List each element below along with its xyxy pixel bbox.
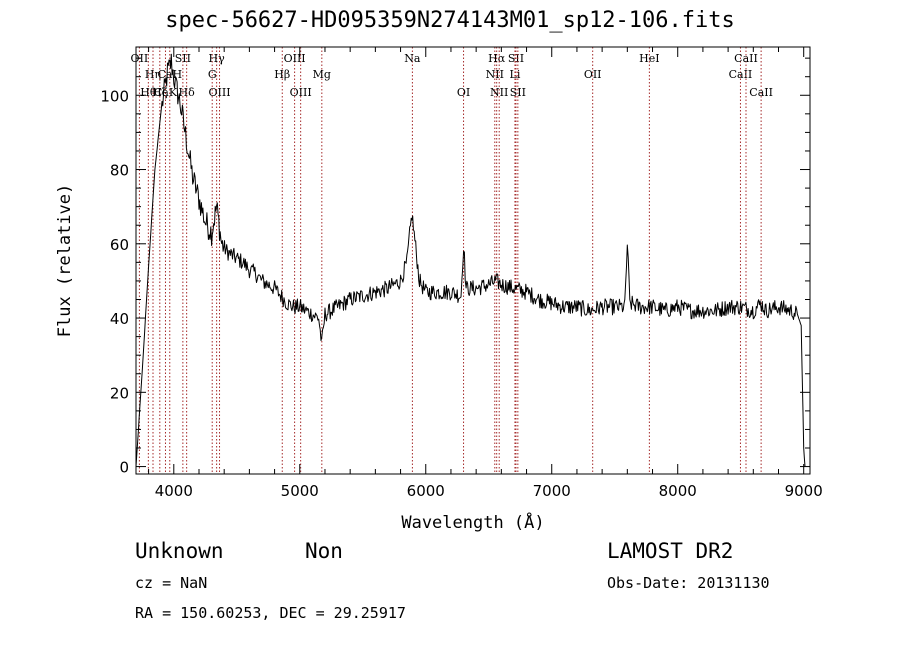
marker-label-10: OIII [208, 86, 230, 99]
marker-label-27: CaII [749, 86, 773, 99]
marker-label-19: NII [490, 86, 508, 99]
marker-label-12: OIII [284, 52, 306, 65]
marker-label-11: Hβ [274, 68, 290, 81]
marker-label-21: Li [510, 68, 521, 81]
x-tick-label-3: 7000 [533, 482, 571, 500]
marker-label-20: SII [508, 52, 524, 65]
y-tick-label-1: 20 [110, 384, 129, 402]
object-subclass: Non [305, 539, 343, 563]
marker-label-17: NII [486, 68, 504, 81]
marker-label-14: Mg [313, 68, 331, 81]
marker-label-7: Hδ [179, 86, 196, 99]
x-tick-label-2: 6000 [407, 482, 445, 500]
marker-label-23: OII [584, 68, 602, 81]
y-tick-label-0: 0 [119, 459, 129, 477]
marker-label-26: CaII [734, 52, 758, 65]
y-tick-label-2: 40 [110, 310, 129, 328]
emission-line-markers: OIIHηHθHζCaKCaHSIIHδHγGOIIIHβOIIIOIIIMgN… [131, 47, 773, 474]
marker-label-9: G [208, 68, 217, 81]
x-tick-label-4: 8000 [659, 482, 697, 500]
marker-label-25: CaII [729, 68, 753, 81]
marker-label-18: Hα [488, 52, 506, 65]
x-tick-label-1: 5000 [281, 482, 319, 500]
y-tick-label-3: 60 [110, 236, 129, 254]
chart-title: spec-56627-HD095359N274143M01_sp12-106.f… [165, 8, 735, 33]
redshift-cz: cz = NaN [135, 574, 208, 592]
marker-label-4: CaK [154, 86, 178, 99]
object-class: Unknown [135, 539, 224, 563]
x-tick-label-5: 9000 [785, 482, 823, 500]
marker-label-24: HeI [639, 52, 659, 65]
y-axis-label: Flux (relative) [55, 184, 75, 338]
marker-label-13: OIII [290, 86, 312, 99]
x-tick-label-0: 4000 [155, 482, 193, 500]
marker-label-16: OI [457, 86, 470, 99]
survey-name: LAMOST DR2 [607, 539, 734, 563]
plot-frame [135, 46, 811, 475]
marker-label-5: CaH [157, 68, 182, 81]
axis-ticks: 4000 5000 6000 7000 8000 9000 0 20 40 60 80 100 [100, 47, 823, 500]
marker-label-8: Hγ [209, 52, 226, 65]
marker-label-1: Hη [145, 68, 161, 81]
observation-date: Obs-Date: 20131130 [607, 574, 770, 592]
y-tick-label-5: 100 [100, 87, 129, 105]
marker-label-22: SII [510, 86, 526, 99]
ra-dec-coordinates: RA = 150.60253, DEC = 29.25917 [135, 604, 406, 622]
spectrum-series [135, 53, 806, 467]
y-tick-label-4: 80 [110, 162, 129, 180]
marker-label-15: Na [404, 52, 421, 65]
marker-label-6: SII [175, 52, 191, 65]
spectrum-line [135, 53, 806, 467]
x-axis-label: Wavelength (Å) [401, 511, 544, 533]
